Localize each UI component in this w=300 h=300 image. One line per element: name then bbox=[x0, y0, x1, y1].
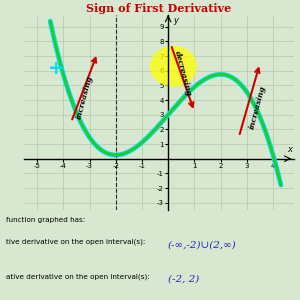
Text: (-2, 2): (-2, 2) bbox=[168, 275, 199, 284]
Text: increasing: increasing bbox=[248, 85, 267, 130]
Text: (-∞,-2)∪(2,∞): (-∞,-2)∪(2,∞) bbox=[168, 241, 237, 250]
Text: ative derivative on the open interval(s):: ative derivative on the open interval(s)… bbox=[6, 273, 150, 280]
Ellipse shape bbox=[150, 46, 197, 87]
Title: Sign of First Derivative: Sign of First Derivative bbox=[86, 3, 232, 14]
Text: x: x bbox=[288, 145, 293, 154]
Text: function graphed has:: function graphed has: bbox=[6, 217, 85, 223]
Text: increasing: increasing bbox=[75, 74, 94, 120]
Text: +: + bbox=[48, 58, 64, 78]
Text: decreasing: decreasing bbox=[173, 50, 193, 97]
Text: y: y bbox=[173, 16, 178, 26]
Text: tive derivative on the open interval(s):: tive derivative on the open interval(s): bbox=[6, 239, 146, 245]
